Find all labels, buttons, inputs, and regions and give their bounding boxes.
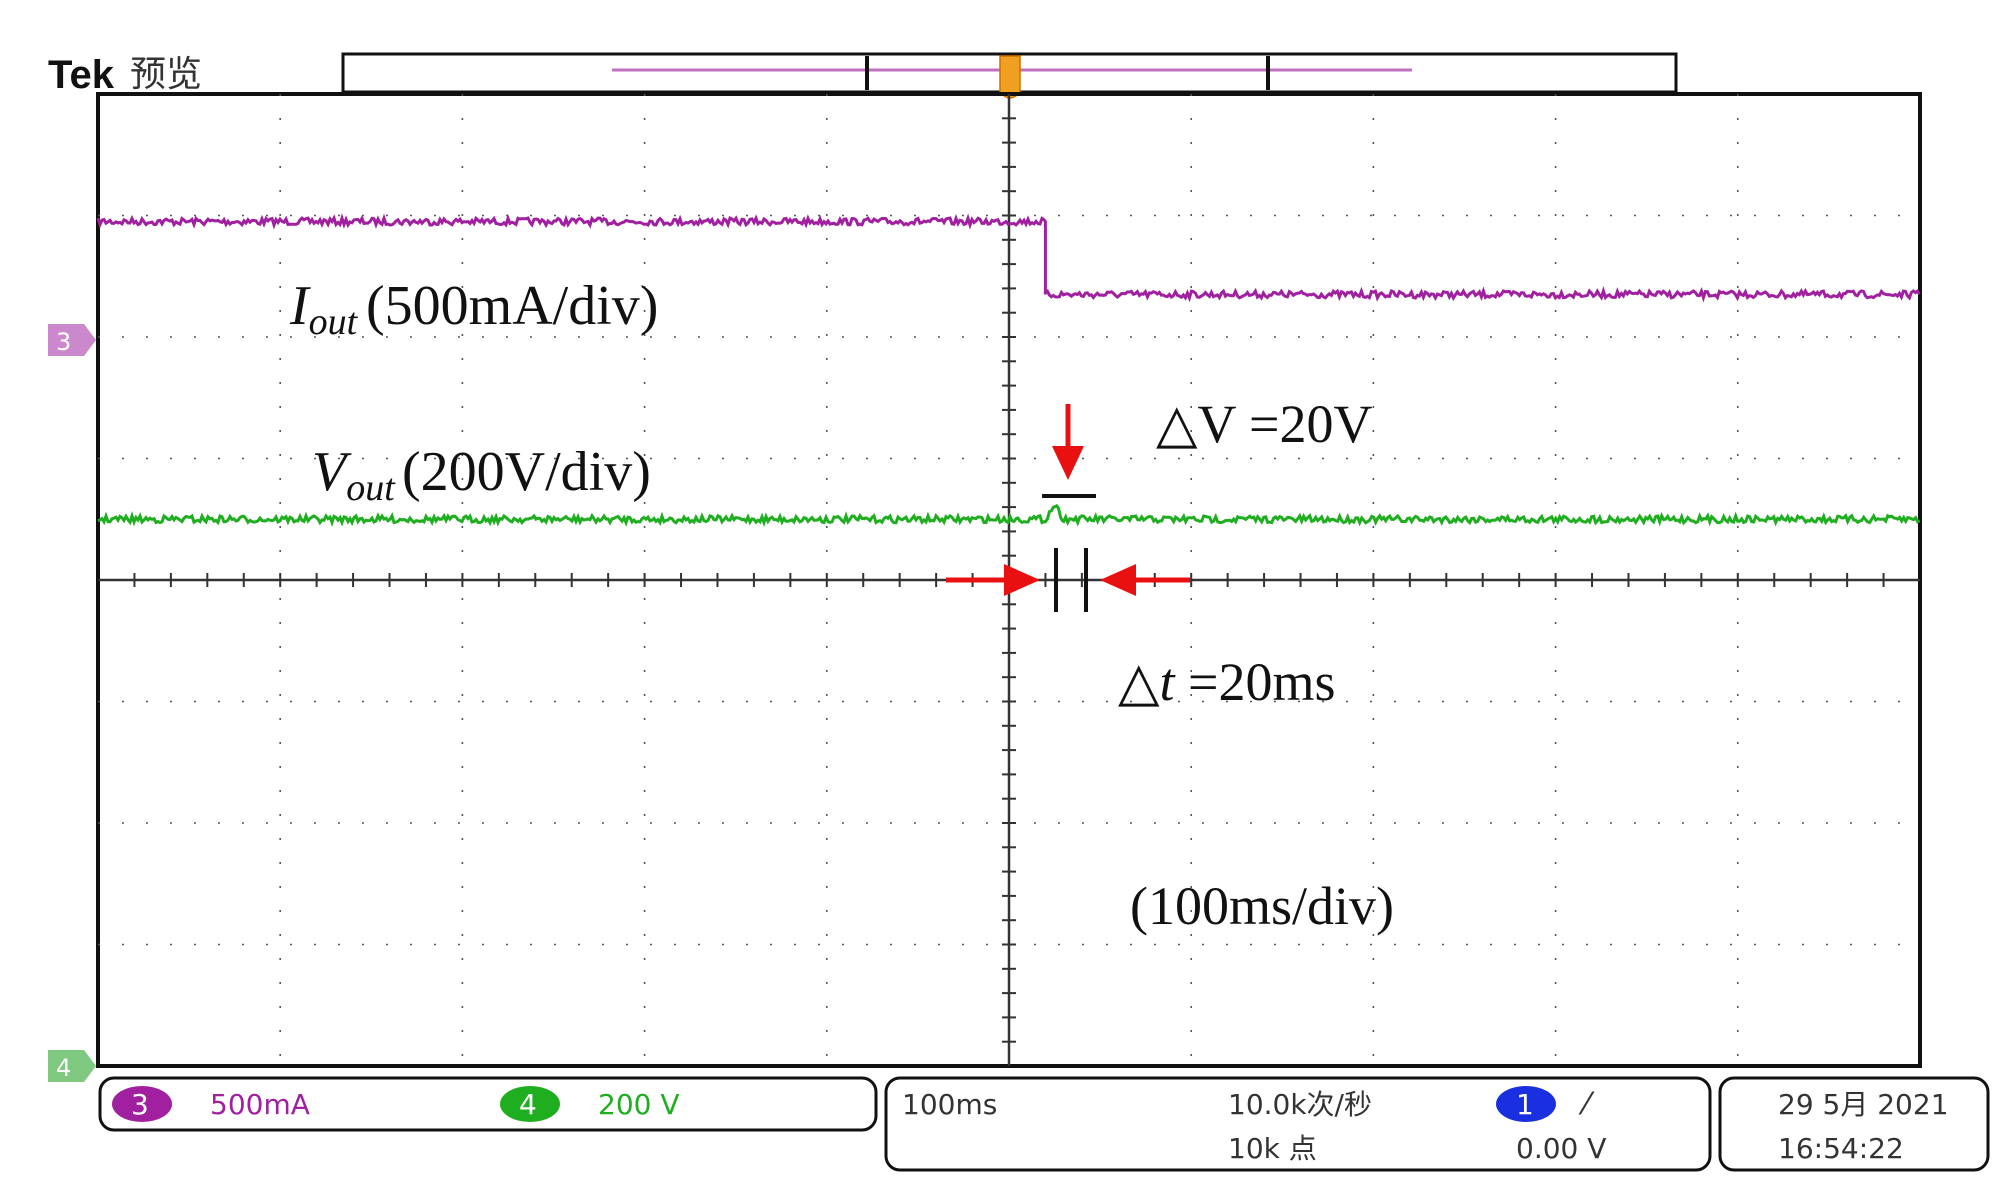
channel-3-marker-label: 3 — [56, 328, 71, 356]
time-label: 16:54:22 — [1778, 1132, 1904, 1165]
channel-4-badge-number: 4 — [519, 1088, 537, 1121]
timebase-scale: 100ms — [902, 1088, 997, 1121]
trigger-source: 1 — [1516, 1088, 1534, 1121]
channel-3-marker[interactable]: 3 — [48, 324, 96, 356]
trigger-source-badge — [1496, 1086, 1556, 1122]
channel-3-badge — [112, 1086, 172, 1122]
vout-scale-label: (200V/div) — [402, 441, 651, 503]
channel-settings-panel[interactable]: 3 500mA 4 200 V — [98, 1076, 878, 1132]
delta-t-arrows — [946, 548, 1190, 612]
record-length: 10k 点 — [1228, 1132, 1317, 1165]
vout-symbol: Vout — [312, 441, 396, 509]
channel-3-badge-number: 3 — [131, 1088, 149, 1121]
delta-t-label: △t =20ms — [1118, 652, 1336, 712]
iout-symbol: Iout — [289, 275, 359, 343]
brand-label: Tek — [48, 53, 115, 97]
iout-scale-label: (500mA/div) — [366, 275, 658, 337]
mode-label: 预览 — [130, 54, 202, 95]
delta-v-label: △V =20V — [1156, 394, 1373, 454]
delta-v-arrow — [1042, 404, 1096, 498]
trace-iout — [96, 213, 1921, 303]
timestamp-panel: 29 5月 2021 16:54:22 — [1718, 1076, 1990, 1172]
acquisition-panel[interactable]: 100ms 10.0k次/秒 10k 点 1 ⁄ 0.00 V — [884, 1076, 1712, 1172]
channel-4-marker-label: 4 — [56, 1054, 71, 1082]
channel-4-marker[interactable]: 4 — [48, 1050, 96, 1082]
trigger-position-marker[interactable] — [999, 55, 1021, 99]
channel-4-scale: 200 V — [598, 1088, 680, 1121]
trace-vout — [97, 503, 1921, 528]
trigger-level: 0.00 V — [1516, 1132, 1606, 1165]
date-label: 29 5月 2021 — [1778, 1088, 1949, 1121]
channel-4-badge — [500, 1086, 560, 1122]
channel-3-scale: 500mA — [210, 1088, 310, 1121]
time-per-div-label: (100ms/div) — [1130, 876, 1394, 936]
trace-layer — [96, 213, 1921, 528]
sample-rate: 10.0k次/秒 — [1228, 1088, 1372, 1121]
